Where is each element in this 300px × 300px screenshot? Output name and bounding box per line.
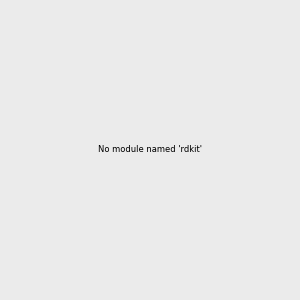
Text: No module named 'rdkit': No module named 'rdkit' (98, 146, 202, 154)
